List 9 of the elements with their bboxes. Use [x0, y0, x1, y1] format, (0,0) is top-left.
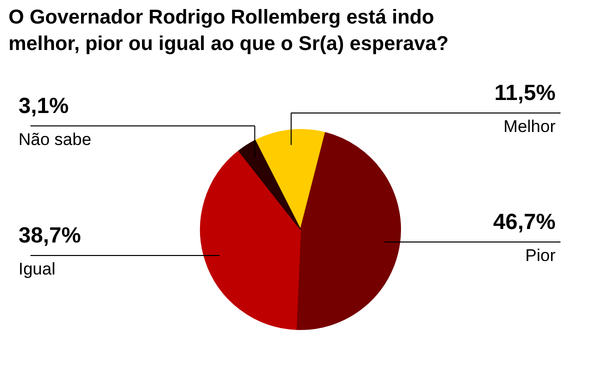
data-label: 3,1%	[18, 92, 69, 118]
slice-label: Não sabe	[18, 130, 92, 149]
slice-label: Igual	[18, 260, 56, 279]
slice-label: Pior	[525, 246, 556, 266]
data-label: 38,7%	[18, 222, 81, 248]
data-label: 11,5%	[494, 80, 556, 106]
data-label: 46,7%	[493, 209, 556, 234]
chart-title: O Governador Rodrigo Rollemberg está indo melhor, pior ou igual ao que o Sr(a) esperava?	[8, 6, 449, 55]
slice-label: Melhor	[504, 117, 556, 136]
